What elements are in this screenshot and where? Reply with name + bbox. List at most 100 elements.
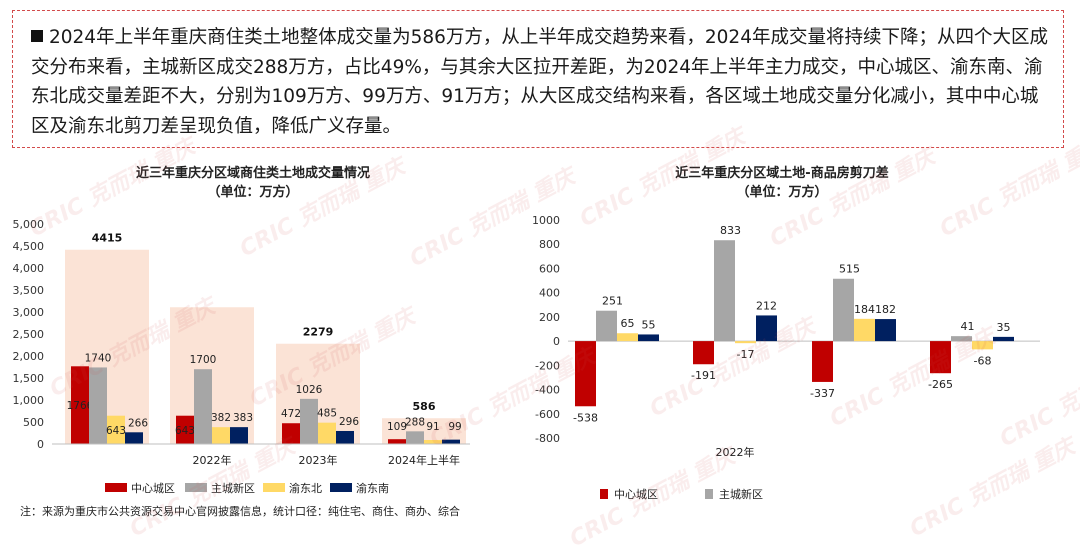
- data-label: 1740: [85, 352, 112, 364]
- data-label: 472: [281, 408, 301, 420]
- legend-swatch: [330, 483, 352, 492]
- y-tick-label: 4,500: [13, 240, 45, 253]
- y-tick-label: 800: [539, 238, 560, 251]
- legend-swatch: [105, 483, 127, 492]
- bar: [972, 341, 993, 350]
- y-tick-label: 1000: [532, 214, 560, 227]
- y-tick-label: 400: [539, 287, 560, 300]
- bar: [693, 341, 714, 365]
- bar: [714, 240, 735, 342]
- bar: [194, 369, 212, 444]
- total-label: 4415: [92, 232, 123, 245]
- bar: [125, 432, 143, 444]
- data-label: 109: [387, 421, 407, 433]
- y-tick-label: 5,000: [13, 218, 45, 231]
- x-tick-label: 2023年: [299, 453, 338, 467]
- chart-subtitle: （单位：万方）: [207, 184, 298, 200]
- summary-text: 2024年上半年重庆商住类土地整体成交量为586万方，从上半年成交趋势来看，20…: [31, 27, 1048, 137]
- data-label: 184: [854, 303, 875, 316]
- data-label: 182: [875, 303, 896, 316]
- data-label: 643: [106, 425, 126, 437]
- x-tick-label: 2022年: [716, 445, 755, 459]
- y-tick-label: 2,500: [13, 328, 45, 341]
- source-note: 注：来源为重庆市公共资源交易中心官网披露信息，统计口径：纯住宅、商住、商办、综合: [20, 505, 460, 518]
- data-label: 1700: [190, 354, 217, 366]
- data-label: 41: [961, 320, 975, 333]
- data-label: 99: [448, 421, 461, 433]
- data-label: -191: [691, 369, 716, 382]
- bar: [89, 367, 107, 444]
- bar: [212, 427, 230, 444]
- bar: [442, 439, 460, 444]
- total-label: 586: [413, 400, 436, 413]
- data-label: -265: [928, 378, 953, 391]
- y-tick-label: 0: [37, 438, 44, 451]
- y-tick-label: 0: [553, 335, 560, 348]
- data-label: 212: [756, 299, 777, 312]
- bar: [282, 423, 300, 444]
- scissors-chart-svg: 近三年重庆分区域土地-商品房剪刀差 （单位：万方） 1000 800 600 400 200…: [532, 165, 1040, 501]
- legend-label: 中心城区: [614, 488, 658, 501]
- bar: [318, 422, 336, 444]
- data-label: 643: [175, 425, 195, 437]
- y-tick-label: 4,000: [13, 262, 45, 275]
- summary-box: 2024年上半年重庆商住类土地整体成交量为586万方，从上半年成交趋势来看，20…: [12, 10, 1064, 148]
- data-label: -17: [737, 348, 755, 361]
- legend-label: 渝东北: [289, 481, 322, 495]
- data-label: 1026: [296, 384, 323, 396]
- bar: [993, 336, 1014, 342]
- legend-label: 主城新区: [719, 487, 763, 501]
- data-label: 251: [602, 295, 623, 308]
- chart-title: 近三年重庆分区域商住类土地成交量情况: [136, 165, 370, 181]
- bar: [388, 439, 406, 444]
- bar: [596, 310, 617, 342]
- y-tick-label: -600: [535, 408, 560, 421]
- bar: [854, 318, 875, 342]
- data-label: -68: [974, 354, 992, 367]
- data-label: 515: [839, 263, 860, 276]
- data-label: -538: [573, 411, 598, 424]
- bar: [575, 341, 596, 407]
- bar: [107, 415, 125, 444]
- bar: [756, 315, 777, 342]
- bar: [617, 333, 638, 342]
- y-tick-label: -200: [535, 359, 560, 372]
- y-tick-label: 200: [539, 311, 560, 324]
- bar: [833, 278, 854, 342]
- bar: [930, 341, 951, 374]
- data-label: 65: [621, 317, 635, 330]
- y-tick-label: 1,000: [13, 394, 45, 407]
- scissors-chart: 近三年重庆分区域土地-商品房剪刀差 （单位：万方） 1000 800 600 400 200…: [520, 156, 1080, 522]
- data-label: 266: [128, 417, 148, 429]
- y-tick-label: -400: [535, 384, 560, 397]
- bar: [638, 334, 659, 342]
- data-label: 288: [405, 416, 425, 428]
- summary-paragraph: 2024年上半年重庆商住类土地整体成交量为586万方，从上半年成交趋势来看，20…: [31, 23, 1049, 141]
- legend-label: 中心城区: [131, 482, 175, 495]
- data-label: 833: [720, 224, 741, 237]
- legend-swatch: [263, 483, 285, 492]
- volume-chart: 近三年重庆分区域商住类土地成交量情况 （单位：万方） 5,000 4,500 4,000…: [0, 156, 520, 522]
- bar: [230, 427, 248, 444]
- data-label: 91: [426, 421, 439, 433]
- total-label: 2279: [303, 326, 334, 339]
- data-label: 35: [997, 321, 1011, 334]
- y-tick-label: -800: [535, 432, 560, 445]
- bar: [406, 431, 424, 444]
- volume-chart-svg: 近三年重庆分区域商住类土地成交量情况 （单位：万方） 5,000 4,500 4,000…: [13, 165, 470, 495]
- legend-label: 渝东南: [356, 481, 389, 495]
- y-tick-label: 3,000: [13, 306, 45, 319]
- data-label: 1766: [67, 400, 94, 412]
- y-tick-label: 1,500: [13, 372, 45, 385]
- data-label: -337: [810, 387, 835, 400]
- legend-swatch: [185, 483, 207, 492]
- data-label: 296: [339, 416, 359, 428]
- bar: [735, 341, 756, 344]
- chart-subtitle: （单位：万方）: [736, 184, 827, 200]
- legend-label: 主城新区: [211, 481, 255, 495]
- bar: [336, 430, 354, 444]
- bar: [951, 336, 972, 342]
- x-tick-label: 2022年: [193, 453, 232, 467]
- bar: [71, 366, 89, 444]
- bar: [812, 341, 833, 382]
